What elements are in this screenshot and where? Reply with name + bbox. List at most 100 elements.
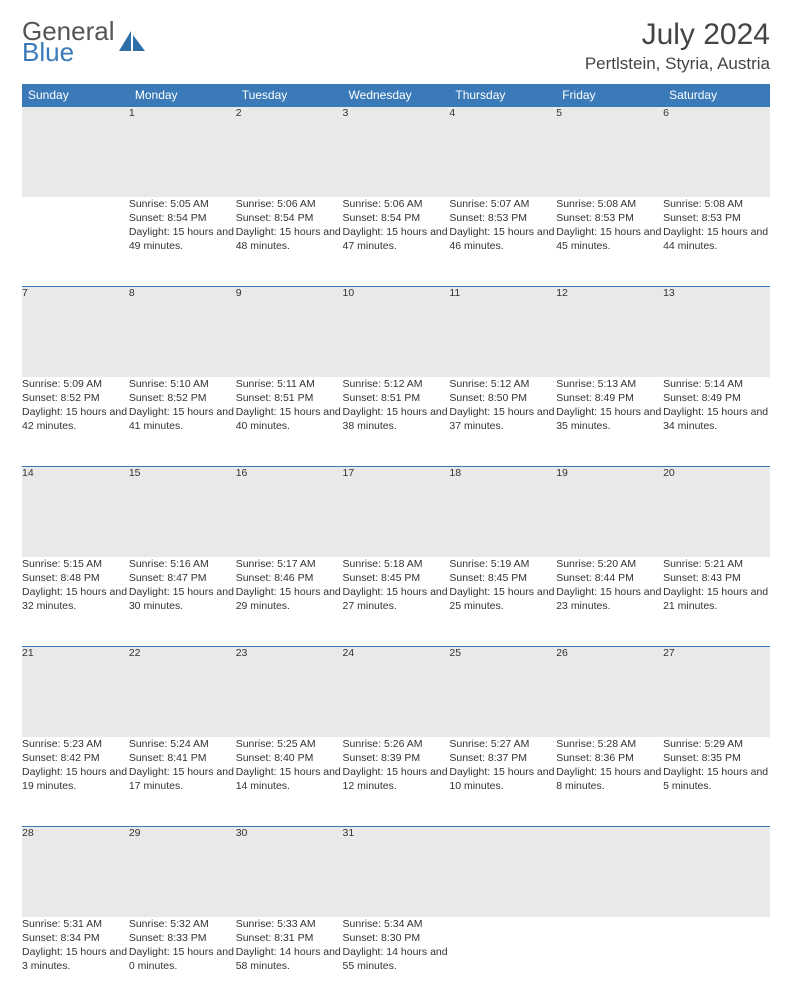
day-info-row: Sunrise: 5:23 AMSunset: 8:42 PMDaylight:… xyxy=(22,737,770,827)
sunset-line: Sunset: 8:31 PM xyxy=(236,931,343,945)
sunset-line: Sunset: 8:54 PM xyxy=(129,211,236,225)
weekday-header: Tuesday xyxy=(236,84,343,107)
day-number-cell: 15 xyxy=(129,467,236,557)
day-info-cell: Sunrise: 5:11 AMSunset: 8:51 PMDaylight:… xyxy=(236,377,343,467)
daylight-line: Daylight: 14 hours and 55 minutes. xyxy=(343,945,450,973)
day-number-cell: 23 xyxy=(236,647,343,737)
sunrise-line: Sunrise: 5:08 AM xyxy=(663,197,770,211)
logo: General Blue xyxy=(22,18,147,67)
sunset-line: Sunset: 8:49 PM xyxy=(556,391,663,405)
day-info-cell: Sunrise: 5:07 AMSunset: 8:53 PMDaylight:… xyxy=(449,197,556,287)
day-info-cell: Sunrise: 5:34 AMSunset: 8:30 PMDaylight:… xyxy=(343,917,450,1007)
weekday-header: Friday xyxy=(556,84,663,107)
daylight-line: Daylight: 15 hours and 34 minutes. xyxy=(663,405,770,433)
day-info-cell: Sunrise: 5:28 AMSunset: 8:36 PMDaylight:… xyxy=(556,737,663,827)
daylight-line: Daylight: 15 hours and 38 minutes. xyxy=(343,405,450,433)
daylight-line: Daylight: 15 hours and 19 minutes. xyxy=(22,765,129,793)
sunset-line: Sunset: 8:42 PM xyxy=(22,751,129,765)
empty-cell xyxy=(449,917,556,1007)
sunset-line: Sunset: 8:45 PM xyxy=(449,571,556,585)
day-info-cell: Sunrise: 5:23 AMSunset: 8:42 PMDaylight:… xyxy=(22,737,129,827)
sunrise-line: Sunrise: 5:29 AM xyxy=(663,737,770,751)
daylight-line: Daylight: 15 hours and 23 minutes. xyxy=(556,585,663,613)
day-info-cell: Sunrise: 5:32 AMSunset: 8:33 PMDaylight:… xyxy=(129,917,236,1007)
sunset-line: Sunset: 8:34 PM xyxy=(22,931,129,945)
sunrise-line: Sunrise: 5:28 AM xyxy=(556,737,663,751)
day-info-row: Sunrise: 5:05 AMSunset: 8:54 PMDaylight:… xyxy=(22,197,770,287)
sunset-line: Sunset: 8:47 PM xyxy=(129,571,236,585)
sunset-line: Sunset: 8:30 PM xyxy=(343,931,450,945)
sunrise-line: Sunrise: 5:08 AM xyxy=(556,197,663,211)
day-info-cell: Sunrise: 5:27 AMSunset: 8:37 PMDaylight:… xyxy=(449,737,556,827)
day-number-cell: 22 xyxy=(129,647,236,737)
day-number-row: 21222324252627 xyxy=(22,647,770,737)
day-info-row: Sunrise: 5:15 AMSunset: 8:48 PMDaylight:… xyxy=(22,557,770,647)
day-number-cell: 11 xyxy=(449,287,556,377)
sunset-line: Sunset: 8:40 PM xyxy=(236,751,343,765)
daylight-line: Daylight: 15 hours and 44 minutes. xyxy=(663,225,770,253)
day-number-cell: 8 xyxy=(129,287,236,377)
day-number-cell: 21 xyxy=(22,647,129,737)
daylight-line: Daylight: 15 hours and 37 minutes. xyxy=(449,405,556,433)
daylight-line: Daylight: 15 hours and 49 minutes. xyxy=(129,225,236,253)
day-info-cell: Sunrise: 5:33 AMSunset: 8:31 PMDaylight:… xyxy=(236,917,343,1007)
day-info-row: Sunrise: 5:09 AMSunset: 8:52 PMDaylight:… xyxy=(22,377,770,467)
day-number-cell: 30 xyxy=(236,827,343,917)
day-number-cell: 13 xyxy=(663,287,770,377)
sunrise-line: Sunrise: 5:17 AM xyxy=(236,557,343,571)
day-number-row: 78910111213 xyxy=(22,287,770,377)
day-info-cell: Sunrise: 5:15 AMSunset: 8:48 PMDaylight:… xyxy=(22,557,129,647)
day-number-cell: 16 xyxy=(236,467,343,557)
daylight-line: Daylight: 15 hours and 17 minutes. xyxy=(129,765,236,793)
day-info-cell: Sunrise: 5:18 AMSunset: 8:45 PMDaylight:… xyxy=(343,557,450,647)
day-info-cell: Sunrise: 5:13 AMSunset: 8:49 PMDaylight:… xyxy=(556,377,663,467)
sunset-line: Sunset: 8:45 PM xyxy=(343,571,450,585)
day-number-cell: 27 xyxy=(663,647,770,737)
weekday-header: Sunday xyxy=(22,84,129,107)
day-number-cell: 2 xyxy=(236,107,343,197)
day-info-cell: Sunrise: 5:08 AMSunset: 8:53 PMDaylight:… xyxy=(663,197,770,287)
day-number-row: 123456 xyxy=(22,107,770,197)
day-info-cell: Sunrise: 5:20 AMSunset: 8:44 PMDaylight:… xyxy=(556,557,663,647)
day-info-cell: Sunrise: 5:17 AMSunset: 8:46 PMDaylight:… xyxy=(236,557,343,647)
weekday-header: Saturday xyxy=(663,84,770,107)
daylight-line: Daylight: 15 hours and 3 minutes. xyxy=(22,945,129,973)
day-info-cell: Sunrise: 5:08 AMSunset: 8:53 PMDaylight:… xyxy=(556,197,663,287)
day-info-cell: Sunrise: 5:21 AMSunset: 8:43 PMDaylight:… xyxy=(663,557,770,647)
sunrise-line: Sunrise: 5:18 AM xyxy=(343,557,450,571)
weekday-header: Wednesday xyxy=(343,84,450,107)
sunset-line: Sunset: 8:46 PM xyxy=(236,571,343,585)
daylight-line: Daylight: 15 hours and 30 minutes. xyxy=(129,585,236,613)
daylight-line: Daylight: 15 hours and 25 minutes. xyxy=(449,585,556,613)
day-info-cell: Sunrise: 5:31 AMSunset: 8:34 PMDaylight:… xyxy=(22,917,129,1007)
sunset-line: Sunset: 8:39 PM xyxy=(343,751,450,765)
daylight-line: Daylight: 15 hours and 48 minutes. xyxy=(236,225,343,253)
day-info-cell: Sunrise: 5:12 AMSunset: 8:50 PMDaylight:… xyxy=(449,377,556,467)
day-info-cell: Sunrise: 5:05 AMSunset: 8:54 PMDaylight:… xyxy=(129,197,236,287)
daylight-line: Daylight: 15 hours and 29 minutes. xyxy=(236,585,343,613)
sunset-line: Sunset: 8:53 PM xyxy=(556,211,663,225)
day-info-cell: Sunrise: 5:09 AMSunset: 8:52 PMDaylight:… xyxy=(22,377,129,467)
sunrise-line: Sunrise: 5:21 AM xyxy=(663,557,770,571)
title-block: July 2024 Pertlstein, Styria, Austria xyxy=(585,18,770,74)
sunrise-line: Sunrise: 5:31 AM xyxy=(22,917,129,931)
day-info-cell: Sunrise: 5:24 AMSunset: 8:41 PMDaylight:… xyxy=(129,737,236,827)
sunrise-line: Sunrise: 5:33 AM xyxy=(236,917,343,931)
daylight-line: Daylight: 15 hours and 35 minutes. xyxy=(556,405,663,433)
daylight-line: Daylight: 15 hours and 8 minutes. xyxy=(556,765,663,793)
day-number-cell: 25 xyxy=(449,647,556,737)
weekday-header-row: SundayMondayTuesdayWednesdayThursdayFrid… xyxy=(22,84,770,107)
day-number-cell: 4 xyxy=(449,107,556,197)
empty-cell xyxy=(663,827,770,917)
daylight-line: Daylight: 15 hours and 14 minutes. xyxy=(236,765,343,793)
daylight-line: Daylight: 15 hours and 45 minutes. xyxy=(556,225,663,253)
sunset-line: Sunset: 8:51 PM xyxy=(236,391,343,405)
day-info-cell: Sunrise: 5:12 AMSunset: 8:51 PMDaylight:… xyxy=(343,377,450,467)
day-number-cell: 31 xyxy=(343,827,450,917)
day-info-cell: Sunrise: 5:25 AMSunset: 8:40 PMDaylight:… xyxy=(236,737,343,827)
daylight-line: Daylight: 15 hours and 12 minutes. xyxy=(343,765,450,793)
location-subtitle: Pertlstein, Styria, Austria xyxy=(585,54,770,74)
daylight-line: Daylight: 15 hours and 5 minutes. xyxy=(663,765,770,793)
day-info-cell: Sunrise: 5:06 AMSunset: 8:54 PMDaylight:… xyxy=(343,197,450,287)
sunrise-line: Sunrise: 5:25 AM xyxy=(236,737,343,751)
